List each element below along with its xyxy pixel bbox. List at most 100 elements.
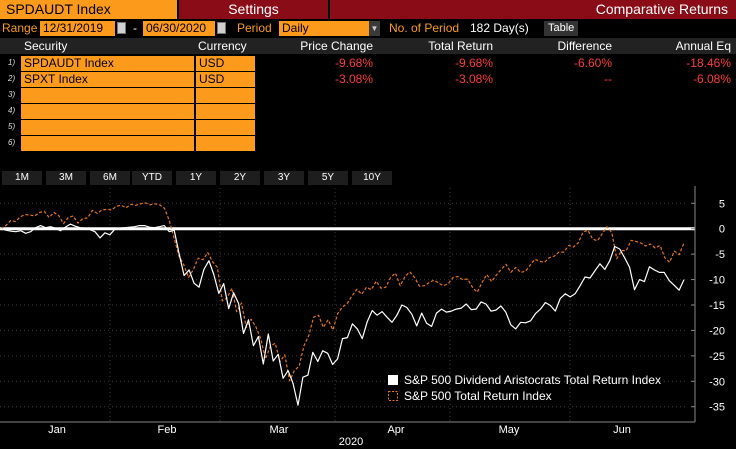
x-tick-label: Jan [48, 424, 66, 436]
difference-cell: -6.60% [573, 56, 612, 70]
period-button-6m[interactable]: 6M [90, 171, 130, 185]
difference-cell [493, 103, 612, 119]
y-tick-label: -30 [709, 376, 725, 388]
security-cell[interactable] [21, 136, 194, 151]
security-cell[interactable]: SPXT Index [21, 72, 194, 87]
legend-swatch [388, 375, 398, 385]
annual-eq-cell [612, 135, 731, 151]
currency-cell[interactable]: USD [196, 56, 255, 71]
total-return-cell: -9.68% [454, 56, 493, 70]
comparative-returns-tab[interactable]: Comparative Returns [330, 0, 736, 19]
period-buttons: 1M 3M 6M YTD 1Y 2Y 3Y 5Y 10Y [0, 171, 736, 185]
end-date-field[interactable]: 06/30/2020 [143, 21, 215, 36]
legend-label: S&P 500 Total Return Index [404, 389, 552, 403]
table-header: Security Currency Price Change Total Ret… [0, 38, 736, 54]
period-button-ytd[interactable]: YTD [132, 171, 172, 185]
row-number: 3) [8, 90, 16, 99]
chevron-down-icon[interactable]: ▼ [369, 21, 380, 36]
price-change-cell [253, 87, 373, 103]
currency-cell[interactable] [196, 104, 255, 119]
period-button-3m[interactable]: 3M [46, 171, 86, 185]
num-period-value: 182 Day(s) [470, 21, 529, 35]
x-tick-label: Jun [613, 424, 631, 436]
total-return-cell [373, 119, 493, 135]
col-difference: Difference [557, 39, 612, 53]
period-select[interactable]: Daily [279, 21, 369, 36]
y-tick-label: -10 [709, 275, 725, 287]
period-button-1y[interactable]: 1Y [176, 171, 216, 185]
annual-eq-cell: -6.08% [692, 72, 731, 86]
table-row[interactable]: 2) SPXT Index USD -3.08% -3.08% -- -6.08% [0, 71, 736, 87]
row-number: 4) [8, 106, 16, 115]
x-tick-label: Apr [387, 424, 404, 436]
difference-cell [493, 87, 612, 103]
security-cell[interactable] [21, 120, 194, 135]
title-bar: SPDAUDT Index Settings Comparative Retur… [0, 0, 736, 19]
table-button[interactable]: Table [544, 21, 579, 36]
currency-cell[interactable] [196, 120, 255, 135]
price-change-cell [253, 119, 373, 135]
table-row[interactable]: 6) [0, 135, 736, 151]
currency-cell[interactable]: USD [196, 72, 255, 87]
y-tick-label: -25 [709, 351, 725, 363]
legend-label: S&P 500 Dividend Aristocrats Total Retur… [404, 373, 661, 387]
annual-eq-cell [612, 119, 731, 135]
price-change-cell [253, 103, 373, 119]
total-return-cell [373, 87, 493, 103]
row-number: 6) [8, 138, 16, 147]
calendar-icon[interactable] [217, 22, 226, 34]
row-number: 2) [8, 74, 16, 83]
price-change-cell: -9.68% [334, 56, 373, 70]
range-row: Range 12/31/2019 - 06/30/2020 Period Dai… [0, 20, 736, 37]
total-return-cell [373, 103, 493, 119]
total-return-cell [373, 135, 493, 151]
annual-eq-cell [612, 87, 731, 103]
x-tick-label: May [499, 424, 520, 436]
chart-background [0, 186, 736, 449]
series-line [0, 202, 685, 382]
start-date-field[interactable]: 12/31/2019 [40, 21, 115, 36]
period-button-3y[interactable]: 3Y [264, 171, 304, 185]
row-number: 5) [8, 122, 16, 131]
period-label: Period [237, 21, 272, 35]
range-label: Range [2, 21, 38, 35]
period-button-5y[interactable]: 5Y [308, 171, 348, 185]
y-tick-label: -35 [709, 402, 725, 414]
num-period-label: No. of Period [389, 21, 460, 35]
col-security: Security [24, 39, 68, 53]
price-change-cell [253, 135, 373, 151]
total-return-cell: -3.08% [454, 72, 493, 86]
y-tick-label: -15 [709, 300, 725, 312]
y-tick-label: 5 [719, 198, 725, 210]
table-row[interactable]: 3) [0, 87, 736, 103]
security-cell[interactable] [21, 88, 194, 103]
comparative-returns-chart: 5 0 -5 -10 -15 -20 -25 -30 -35 Jan Feb Mar Apr May Ju… [0, 186, 736, 449]
legend: S&P 500 Dividend Aristocrats Total Retur… [388, 373, 661, 403]
table-row[interactable]: 1) SPDAUDT Index USD -9.68% -9.68% -6.60% -18.… [0, 55, 736, 71]
security-cell[interactable]: SPDAUDT Index [21, 56, 194, 71]
table-row[interactable]: 4) [0, 103, 736, 119]
difference-cell [493, 119, 612, 135]
range-separator: - [133, 21, 137, 35]
calendar-icon[interactable] [117, 22, 126, 34]
period-button-10y[interactable]: 10Y [352, 171, 392, 185]
period-button-1m[interactable]: 1M [2, 171, 42, 185]
currency-cell[interactable] [196, 136, 255, 151]
series-line [0, 223, 685, 406]
col-price-change: Price Change [300, 39, 373, 53]
settings-tab[interactable]: Settings [179, 0, 328, 19]
currency-cell[interactable] [196, 88, 255, 103]
table-row[interactable]: 5) [0, 119, 736, 135]
col-total-return: Total Return [428, 39, 493, 53]
x-tick-label: Mar [270, 424, 289, 436]
col-annual-eq: Annual Eq [675, 39, 731, 53]
security-ticker-field[interactable]: SPDAUDT Index [0, 0, 177, 19]
difference-cell: -- [604, 72, 612, 86]
period-button-2y[interactable]: 2Y [220, 171, 260, 185]
row-number: 1) [8, 58, 16, 67]
y-tick-label: 0 [719, 224, 725, 236]
security-cell[interactable] [21, 104, 194, 119]
annual-eq-cell [612, 103, 731, 119]
y-tick-label: -20 [709, 325, 725, 337]
legend-swatch [388, 391, 398, 401]
